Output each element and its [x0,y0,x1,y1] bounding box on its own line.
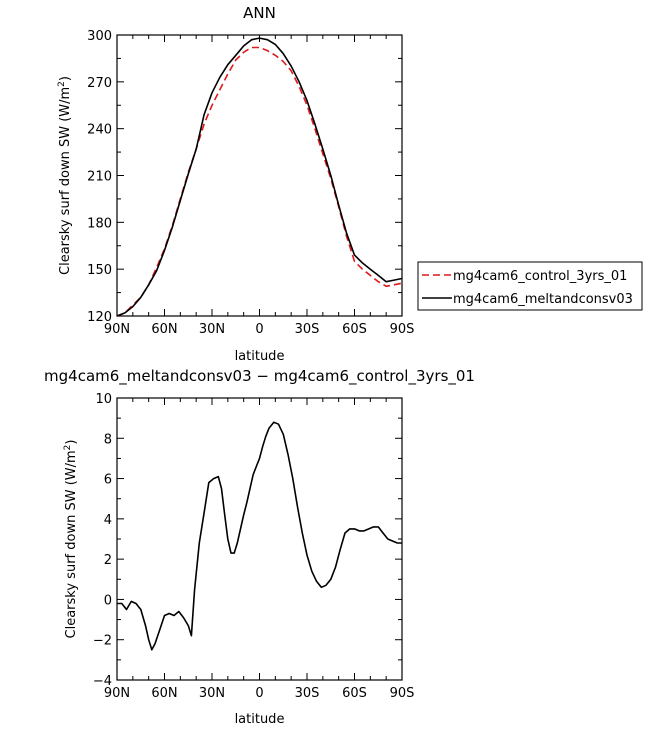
y-tick-label: 6 [104,473,112,488]
legend: mg4cam6_control_3yrs_01 mg4cam6_meltandc… [417,261,643,311]
y-tick-label: 150 [87,263,112,278]
difference-chart-title: mg4cam6_meltandconsv03 − mg4cam6_control… [44,367,475,386]
series-group [116,37,403,317]
y-tick-label: 10 [95,392,112,407]
x-tick-label: 30N [199,322,225,337]
chart-title: ANN [243,4,276,22]
difference-tick-group: 90N 60N 30N 0 30S 60S 90S −4 −2 0 2 4 6 8 10 [93,392,415,701]
y-tick-label: 210 [87,170,112,185]
x-tick-label: 60N [151,686,177,701]
legend-label-meltandconsv: mg4cam6_meltandconsv03 [453,292,633,307]
difference-x-axis-label: latitude [235,712,285,727]
x-tick-label: 90N [104,322,130,337]
y-axis-label-sup: 2 [57,81,67,87]
difference-y-axis-label-main: Clearsky surf down SW (W/m [64,450,79,638]
x-tick-label: 0 [255,322,263,337]
y-axis-label-main: Clearsky surf down SW (W/m [58,87,73,275]
y-axis-label-end: ) [58,76,73,81]
x-tick-label: 30S [295,322,320,337]
difference-chart: mg4cam6_meltandconsv03 − mg4cam6_control… [44,367,475,727]
legend-box [417,261,643,311]
y-tick-label: 300 [87,29,112,44]
y-tick-label: −2 [93,634,112,649]
x-tick-label: 90S [390,686,415,701]
y-tick-label: −4 [93,674,112,689]
series-line-0-0 [116,46,403,317]
y-tick-label: 2 [104,553,112,568]
y-tick-label: 270 [87,76,112,91]
x-axis-label: latitude [235,349,285,364]
x-tick-label: 60S [342,686,367,701]
y-tick-label: 180 [87,216,112,231]
x-tick-label: 60S [342,322,367,337]
difference-y-axis-label-sup: 2 [63,445,73,451]
difference-series-group [117,421,402,651]
y-axis-label: Clearsky surf down SW (W/m2) [57,76,73,275]
series-line-0-1 [116,37,403,317]
difference-plot-frame [116,397,403,681]
difference-y-axis-label: Clearsky surf down SW (W/m2) [63,440,79,639]
x-tick-label: 30N [199,686,225,701]
y-tick-label: 4 [104,513,112,528]
y-tick-label: 120 [87,310,112,325]
x-tick-label: 90S [390,322,415,337]
plot-frame [116,34,403,317]
x-tick-label: 0 [255,686,263,701]
tick-group: 90N 60N 30N 0 30S 60S 90S 120 150 180 210 240 270 300 [87,29,414,337]
series-line-1-0 [117,421,402,651]
x-tick-label: 60N [151,322,177,337]
y-tick-label: 8 [104,432,112,447]
difference-y-axis-label-end: ) [64,440,79,445]
y-tick-label: 240 [87,123,112,138]
x-tick-label: 30S [295,686,320,701]
y-tick-label: 0 [104,593,112,608]
legend-label-control: mg4cam6_control_3yrs_01 [453,269,627,284]
x-tick-label: 90N [104,686,130,701]
top-chart: ANN 90N 60N 30N 0 30S 60S 90S 120 150 180 210 240 27… [57,4,414,364]
